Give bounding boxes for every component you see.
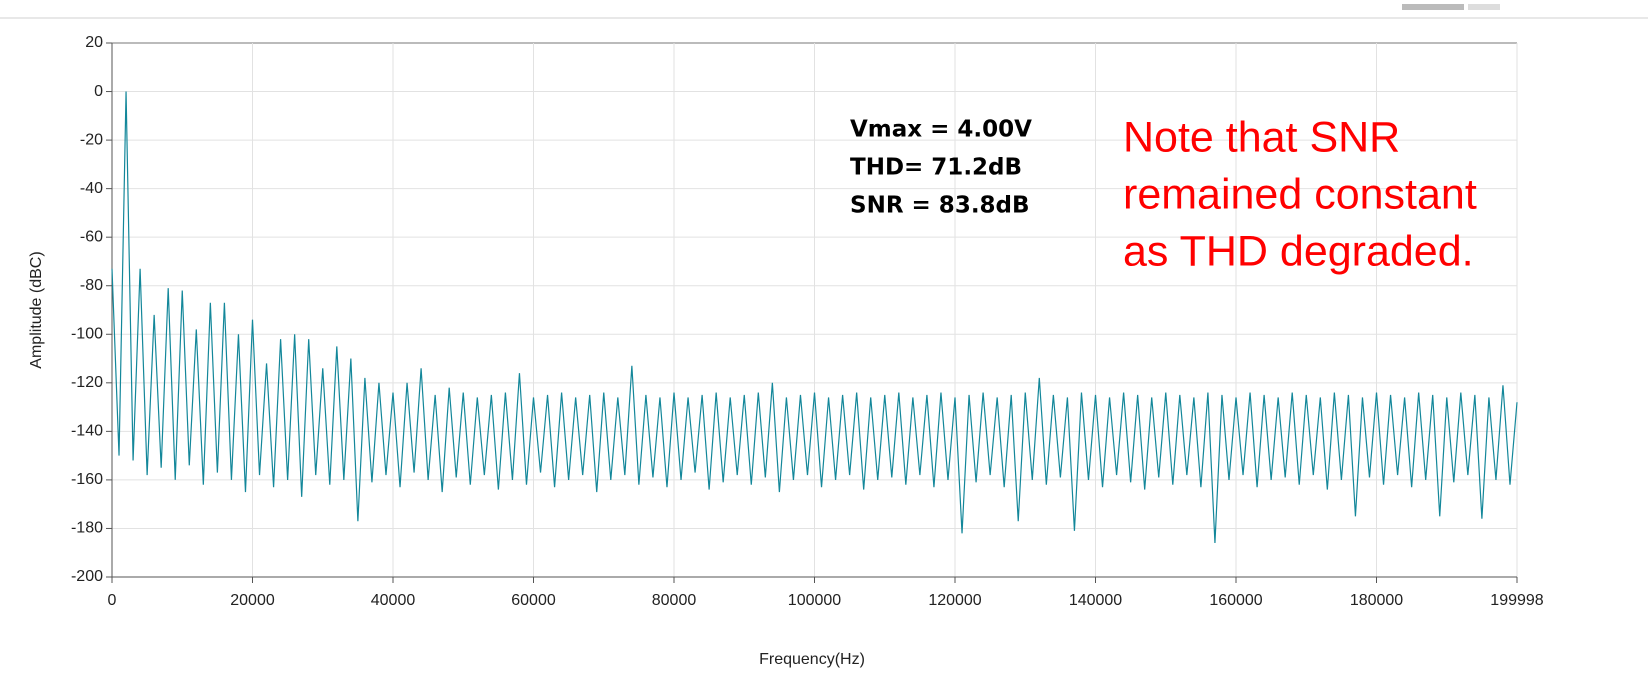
y-tick-label: -160 (71, 471, 103, 488)
x-tick-label: 20000 (230, 592, 275, 609)
note-text: remained constant (1123, 170, 1477, 218)
y-tick-label: -140 (71, 423, 103, 440)
y-tick-label: -200 (71, 568, 103, 585)
annotation: THD= 71.2dB (850, 155, 1022, 181)
toolbar-icon (1468, 4, 1500, 10)
x-tick-label: 160000 (1209, 592, 1262, 609)
x-axis-label: Frequency(Hz) (759, 651, 865, 668)
y-tick-label: -40 (80, 180, 103, 197)
x-tick-label: 199998 (1490, 592, 1543, 609)
annotation: Vmax = 4.00V (850, 117, 1032, 143)
y-tick-label: 20 (85, 34, 103, 51)
x-tick-label: 140000 (1069, 592, 1122, 609)
annotation: SNR = 83.8dB (850, 193, 1030, 219)
x-tick-label: 80000 (652, 592, 697, 609)
x-tick-label: 40000 (371, 592, 416, 609)
y-tick-label: -120 (71, 374, 103, 391)
y-tick-label: -180 (71, 520, 103, 537)
y-tick-label: -80 (80, 277, 103, 294)
x-tick-label: 180000 (1350, 592, 1403, 609)
note-text: as THD degraded. (1123, 227, 1474, 275)
x-tick-label: 0 (108, 592, 117, 609)
note-text: Note that SNR (1123, 113, 1400, 161)
y-tick-label: -100 (71, 325, 103, 342)
x-tick-label: 100000 (788, 592, 841, 609)
y-axis-label: Amplitude (dBC) (28, 251, 45, 368)
toolbar-icon (1402, 4, 1464, 10)
x-tick-label: 120000 (928, 592, 981, 609)
y-tick-label: 0 (94, 83, 103, 100)
y-tick-label: -20 (80, 131, 103, 148)
spectrum-line (111, 91, 1518, 544)
y-tick-label: -60 (80, 228, 103, 245)
x-tick-label: 60000 (511, 592, 556, 609)
